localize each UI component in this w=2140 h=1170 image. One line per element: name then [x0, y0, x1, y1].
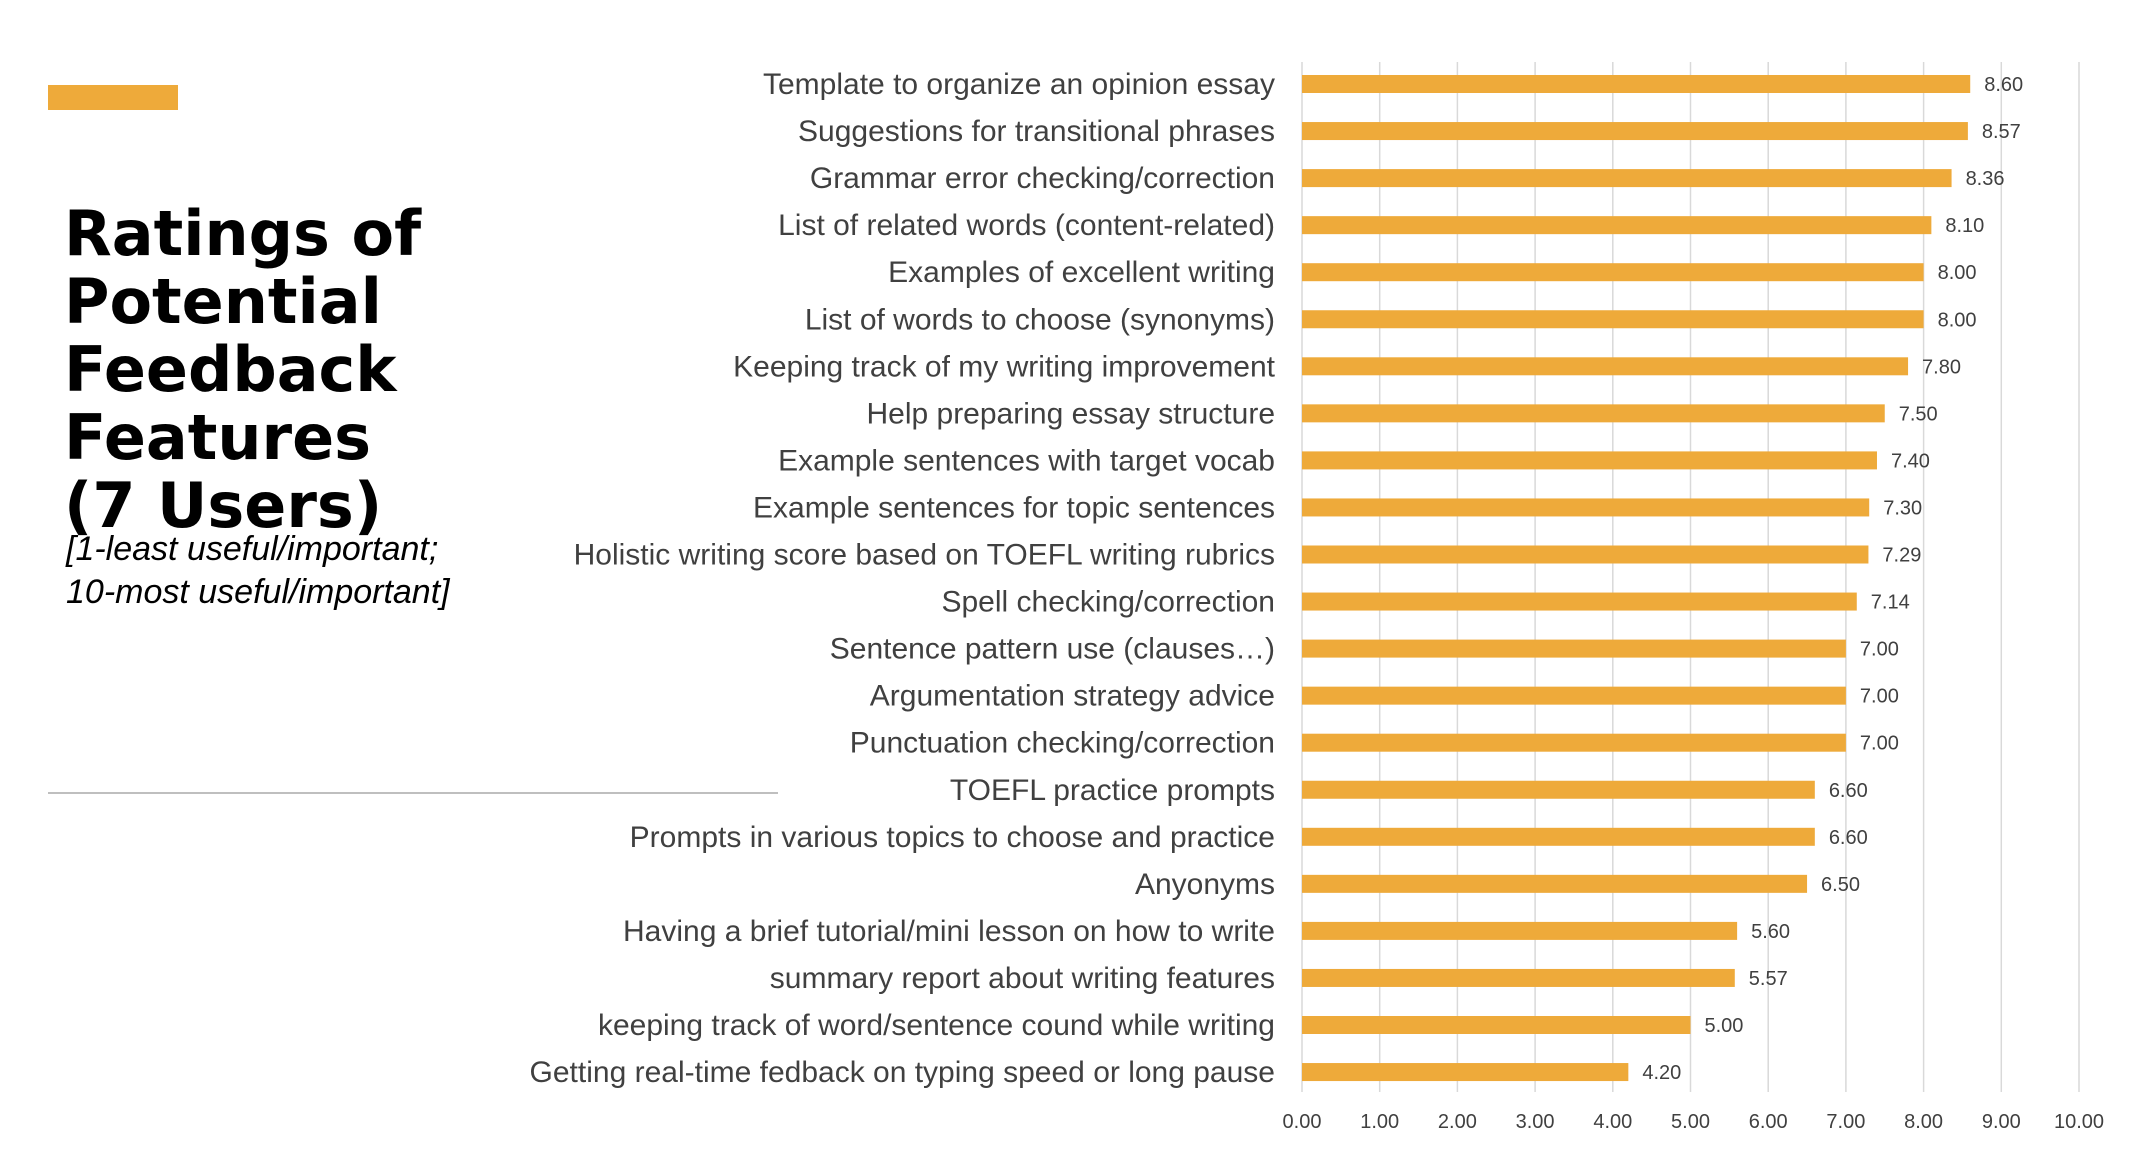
category-label: Argumentation strategy advice	[870, 680, 1275, 713]
x-tick-label: 8.00	[1904, 1111, 1943, 1133]
category-label: Getting real-time fedback on typing spee…	[530, 1056, 1275, 1089]
category-label: Anyonyms	[1135, 868, 1275, 901]
title-line: (7 Users)	[64, 469, 383, 542]
category-label: Having a brief tutorial/mini lesson on h…	[623, 915, 1275, 948]
x-tick-label: 3.00	[1516, 1111, 1555, 1133]
category-labels: Template to organize an opinion essay Sug…	[530, 68, 1276, 1089]
data-label: 5.57	[1749, 968, 1788, 990]
data-label: 7.40	[1891, 450, 1930, 472]
category-label: Examples of excellent writing	[888, 256, 1275, 289]
bar	[1302, 357, 1909, 376]
bar	[1302, 216, 1932, 235]
x-axis-ticks: 0.00 1.00 2.00 3.00 4.00 5.00 6.00 7.00 8.00 9.00…	[1283, 1111, 2105, 1133]
value-labels: 8.60 8.57 8.36 8.10 8.00 8.00 7.80 7.50 7.40 7.30…	[1642, 74, 2023, 1084]
bar	[1302, 75, 1971, 93]
data-label: 8.10	[1945, 215, 1984, 237]
x-tick-label: 10.00	[2054, 1111, 2104, 1133]
bar	[1302, 921, 1738, 940]
category-label: List of words to choose (synonyms)	[805, 303, 1275, 336]
data-label: 5.60	[1751, 921, 1790, 943]
category-label: TOEFL practice prompts	[950, 774, 1275, 807]
category-label: Grammar error checking/correction	[810, 162, 1275, 195]
bar	[1302, 780, 1815, 799]
category-label: keeping track of word/sentence cound whi…	[598, 1009, 1275, 1042]
category-label: Keeping track of my writing improvement	[733, 350, 1276, 383]
data-label: 7.00	[1860, 686, 1899, 708]
data-label: 7.80	[1922, 356, 1961, 378]
bar	[1302, 874, 1808, 893]
divider-line	[48, 792, 778, 794]
bar	[1302, 498, 1870, 517]
bar	[1302, 592, 1857, 611]
bar	[1302, 639, 1846, 658]
x-tick-label: 0.00	[1283, 1111, 1322, 1133]
bar	[1302, 686, 1846, 705]
category-label: Help preparing essay structure	[866, 397, 1275, 430]
data-label: 6.60	[1829, 827, 1868, 849]
category-label: List of related words (content-related)	[778, 209, 1275, 242]
data-label: 7.29	[1882, 545, 1921, 567]
data-label: 6.50	[1821, 874, 1860, 896]
bar	[1302, 1063, 1629, 1082]
bar	[1302, 404, 1885, 423]
bar	[1302, 545, 1869, 564]
bar	[1302, 122, 1968, 141]
subtitle-line: [1-least useful/important;	[66, 530, 439, 568]
data-label: 8.00	[1938, 309, 1977, 331]
title-line: Feedback Features	[64, 333, 397, 474]
data-label: 8.36	[1966, 168, 2005, 190]
title-line: Ratings of	[64, 197, 422, 270]
category-label: Example sentences with target vocab	[778, 444, 1275, 477]
category-label: summary report about writing features	[770, 962, 1275, 995]
data-label: 7.14	[1871, 592, 1910, 614]
category-label: Sentence pattern use (clauses…)	[830, 633, 1275, 666]
data-label: 8.00	[1938, 262, 1977, 284]
x-tick-label: 5.00	[1671, 1111, 1710, 1133]
data-label: 8.60	[1984, 74, 2023, 96]
data-label: 5.00	[1705, 1015, 1744, 1037]
bar	[1302, 968, 1735, 987]
data-label: 7.50	[1899, 403, 1938, 425]
bar	[1302, 310, 1924, 329]
bar	[1302, 451, 1877, 470]
bar	[1302, 733, 1846, 752]
x-tick-label: 1.00	[1360, 1111, 1399, 1133]
bar	[1302, 1016, 1691, 1034]
title-line: Potential	[64, 265, 382, 338]
category-label: Prompts in various topics to choose and …	[630, 821, 1275, 854]
subtitle-line: 10-most useful/important]	[66, 573, 450, 611]
x-tick-label: 7.00	[1826, 1111, 1865, 1133]
data-label: 6.60	[1829, 780, 1868, 802]
slide-title: Ratings of Potential Feedback Features (…	[64, 200, 684, 540]
bar	[1302, 169, 1952, 188]
category-label: Suggestions for transitional phrases	[798, 115, 1275, 148]
category-label: Holistic writing score based on TOEFL wr…	[574, 539, 1275, 572]
accent-bar	[48, 85, 178, 110]
data-label: 4.20	[1642, 1062, 1681, 1084]
category-label: Template to organize an opinion essay	[763, 68, 1275, 101]
data-label: 7.00	[1860, 733, 1899, 755]
bars	[1302, 75, 1971, 1082]
x-tick-label: 2.00	[1438, 1111, 1477, 1133]
data-label: 8.57	[1982, 121, 2021, 143]
category-label: Example sentences for topic sentences	[753, 491, 1275, 524]
category-label: Spell checking/correction	[941, 586, 1275, 619]
x-tick-label: 9.00	[1982, 1111, 2021, 1133]
category-label: Punctuation checking/correction	[850, 727, 1275, 760]
data-label: 7.30	[1883, 497, 1922, 519]
slide-subtitle: [1-least useful/important; 10-most usefu…	[66, 528, 586, 614]
data-label: 7.00	[1860, 639, 1899, 661]
x-tick-label: 4.00	[1593, 1111, 1632, 1133]
bar	[1302, 827, 1815, 846]
x-tick-label: 6.00	[1749, 1111, 1788, 1133]
bar	[1302, 263, 1924, 282]
